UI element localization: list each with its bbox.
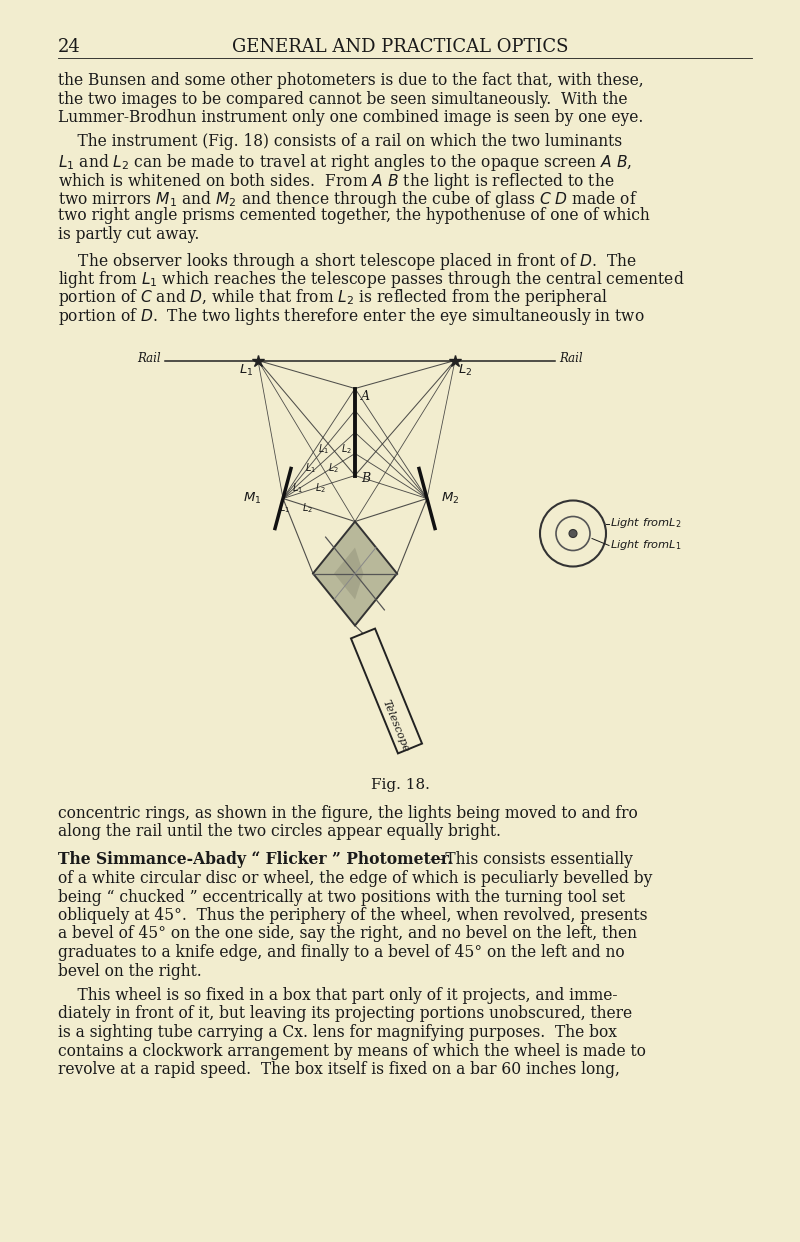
Text: being “ chucked ” eccentrically at two positions with the turning tool set: being “ chucked ” eccentrically at two p…: [58, 888, 625, 905]
Text: along the rail until the two circles appear equally bright.: along the rail until the two circles app…: [58, 823, 501, 840]
Text: portion of $C$ and $D$, while that from $L_2$ is reflected from the peripheral: portion of $C$ and $D$, while that from …: [58, 287, 608, 308]
Text: $L_2$: $L_2$: [302, 502, 313, 515]
Text: of a white circular disc or wheel, the edge of which is peculiarly bevelled by: of a white circular disc or wheel, the e…: [58, 869, 652, 887]
Text: This wheel is so fixed in a box that part only of it projects, and imme-: This wheel is so fixed in a box that par…: [58, 987, 618, 1004]
Text: $\mathit{Light\ from}L_2$: $\mathit{Light\ from}L_2$: [610, 517, 682, 530]
Text: is partly cut away.: is partly cut away.: [58, 226, 199, 243]
Text: graduates to a knife edge, and finally to a bevel of 45° on the left and no: graduates to a knife edge, and finally t…: [58, 944, 625, 961]
Text: 24: 24: [58, 39, 81, 56]
Text: The instrument (Fig. 18) consists of a rail on which the two luminants: The instrument (Fig. 18) consists of a r…: [58, 133, 622, 150]
Text: $L_2$: $L_2$: [341, 442, 352, 456]
Text: revolve at a rapid speed.  The box itself is fixed on a bar 60 inches long,: revolve at a rapid speed. The box itself…: [58, 1061, 620, 1078]
Text: two right angle prisms cemented together, the hypothenuse of one of which: two right angle prisms cemented together…: [58, 207, 650, 225]
Text: C: C: [337, 559, 346, 573]
Text: which is whitened on both sides.  From $A$ $B$ the light is reflected to the: which is whitened on both sides. From $A…: [58, 170, 614, 191]
Text: $L_1$ and $L_2$ can be made to travel at right angles to the opaque screen $A$ $: $L_1$ and $L_2$ can be made to travel at…: [58, 152, 632, 173]
Text: obliquely at 45°.  Thus the periphery of the wheel, when revolved, presents: obliquely at 45°. Thus the periphery of …: [58, 907, 647, 924]
Circle shape: [569, 529, 577, 538]
Text: a bevel of 45° on the one side, say the right, and no bevel on the left, then: a bevel of 45° on the one side, say the …: [58, 925, 637, 943]
Text: $M_2$: $M_2$: [441, 491, 459, 505]
Text: the two images to be compared cannot be seen simultaneously.  With the: the two images to be compared cannot be …: [58, 91, 627, 108]
Text: —This consists essentially: —This consists essentially: [430, 852, 633, 868]
Polygon shape: [334, 548, 363, 600]
Text: $L_1$: $L_1$: [305, 462, 316, 476]
Text: two mirrors $M_1$ and $M_2$ and thence through the cube of glass $C$ $D$ made of: two mirrors $M_1$ and $M_2$ and thence t…: [58, 189, 638, 210]
Text: bevel on the right.: bevel on the right.: [58, 963, 202, 980]
Text: Rail: Rail: [559, 351, 582, 365]
Text: is a sighting tube carrying a Cx. lens for magnifying purposes.  The box: is a sighting tube carrying a Cx. lens f…: [58, 1023, 617, 1041]
Text: D: D: [362, 559, 372, 573]
Text: concentric rings, as shown in the figure, the lights being moved to and fro: concentric rings, as shown in the figure…: [58, 805, 638, 821]
Text: diately in front of it, but leaving its projecting portions unobscured, there: diately in front of it, but leaving its …: [58, 1006, 632, 1022]
Text: $L_1$: $L_1$: [318, 442, 329, 456]
Text: $L_1$: $L_1$: [238, 363, 253, 378]
Text: Fig. 18.: Fig. 18.: [370, 779, 430, 792]
Text: $L_1$: $L_1$: [292, 482, 303, 496]
Text: B: B: [361, 472, 370, 484]
Text: $\mathit{Light\ from}L_1$: $\mathit{Light\ from}L_1$: [610, 539, 682, 553]
Text: $L_2$: $L_2$: [328, 462, 339, 476]
Text: Telescope: Telescope: [381, 698, 411, 754]
Polygon shape: [313, 522, 397, 626]
Text: $L_2$: $L_2$: [315, 482, 326, 496]
Text: GENERAL AND PRACTICAL OPTICS: GENERAL AND PRACTICAL OPTICS: [232, 39, 568, 56]
Text: Rail: Rail: [138, 351, 161, 365]
Text: A: A: [361, 390, 370, 404]
Text: the Bunsen and some other photometers is due to the fact that, with these,: the Bunsen and some other photometers is…: [58, 72, 644, 89]
Text: light from $L_1$ which reaches the telescope passes through the central cemented: light from $L_1$ which reaches the teles…: [58, 270, 685, 289]
Text: contains a clockwork arrangement by means of which the wheel is made to: contains a clockwork arrangement by mean…: [58, 1042, 646, 1059]
Text: The observer looks through a short telescope placed in front of $D$.  The: The observer looks through a short teles…: [58, 251, 637, 272]
Text: portion of $D$.  The two lights therefore enter the eye simultaneously in two: portion of $D$. The two lights therefore…: [58, 306, 645, 327]
Text: $M_1$: $M_1$: [242, 491, 261, 505]
Text: $L_1$: $L_1$: [279, 502, 290, 515]
Text: Lummer-Brodhun instrument only one combined image is seen by one eye.: Lummer-Brodhun instrument only one combi…: [58, 109, 643, 125]
Text: $L_2$: $L_2$: [458, 363, 472, 378]
Text: The Simmance-Abady “ Flicker ” Photometer.: The Simmance-Abady “ Flicker ” Photomete…: [58, 852, 453, 868]
